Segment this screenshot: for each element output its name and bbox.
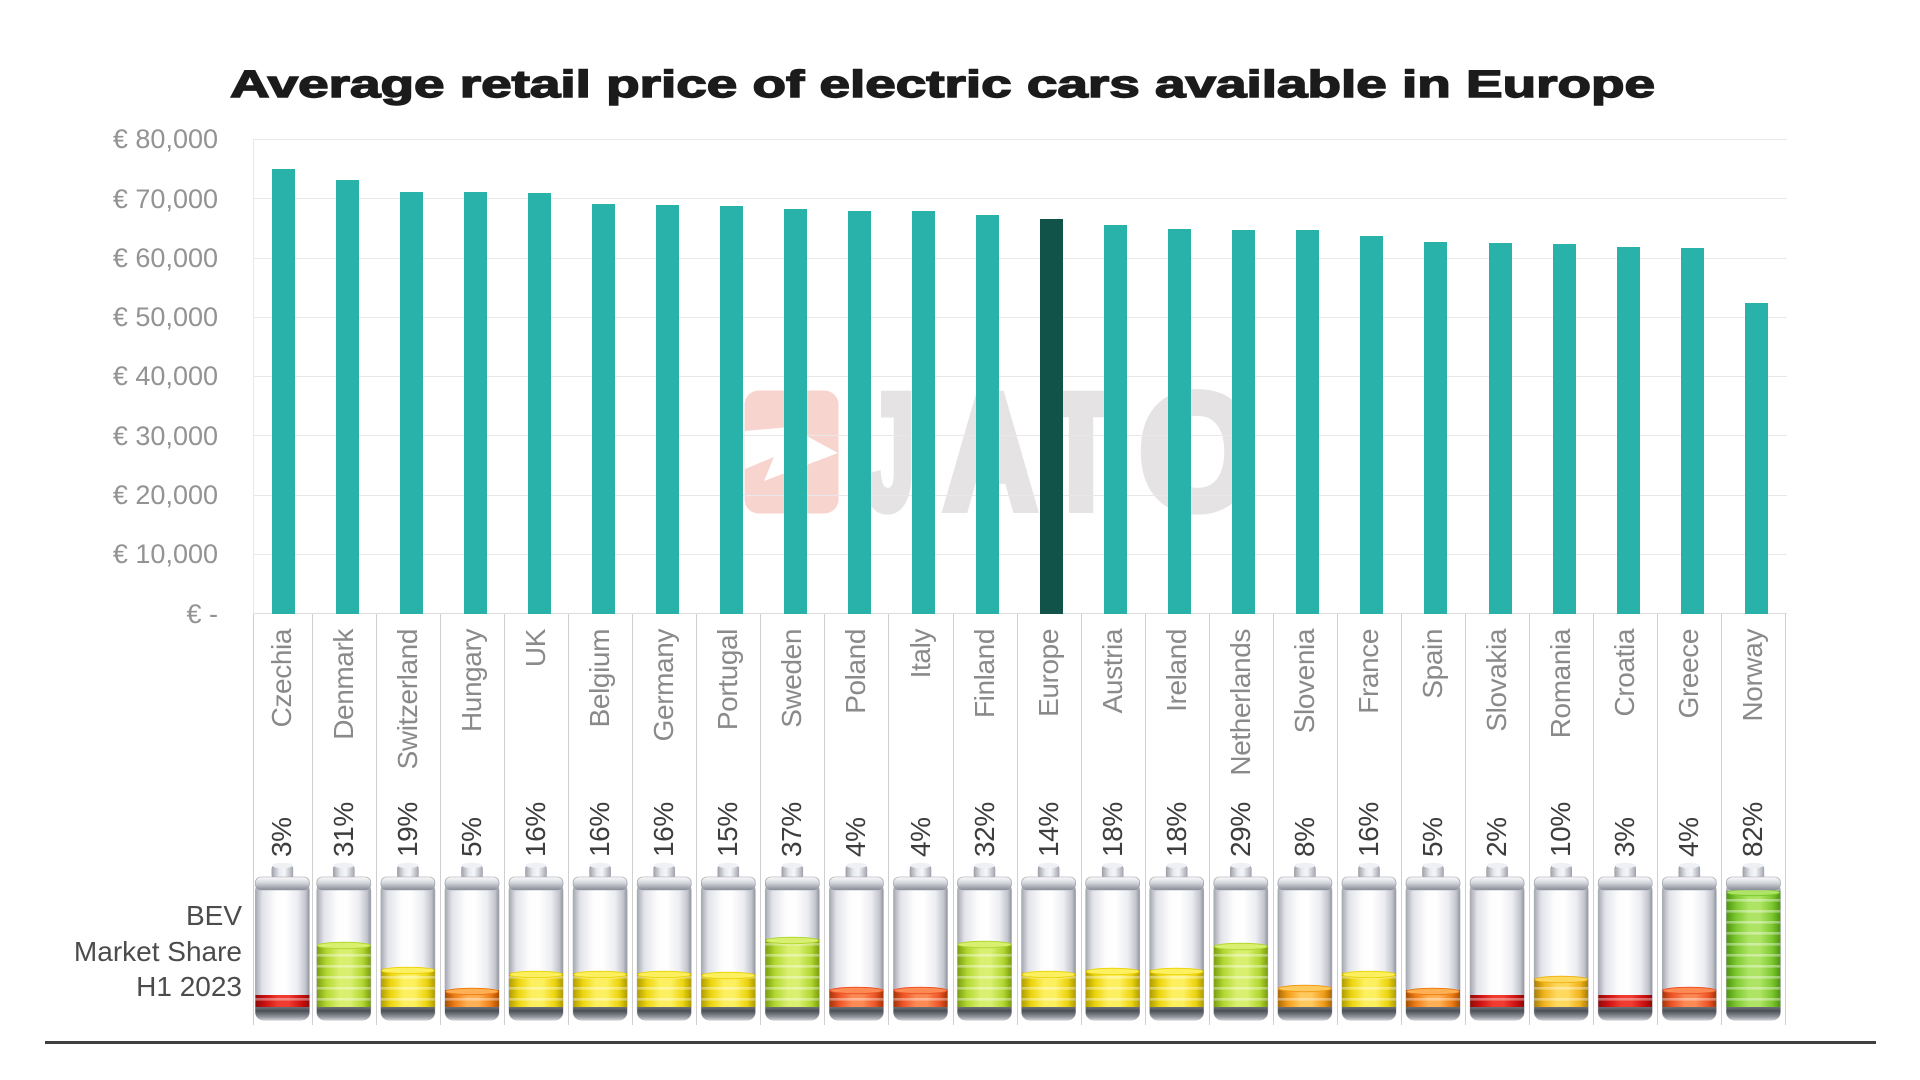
svg-text:J: J — [864, 360, 916, 545]
svg-text:Average retail price of electr: Average retail price of electric cars av… — [230, 64, 1655, 106]
